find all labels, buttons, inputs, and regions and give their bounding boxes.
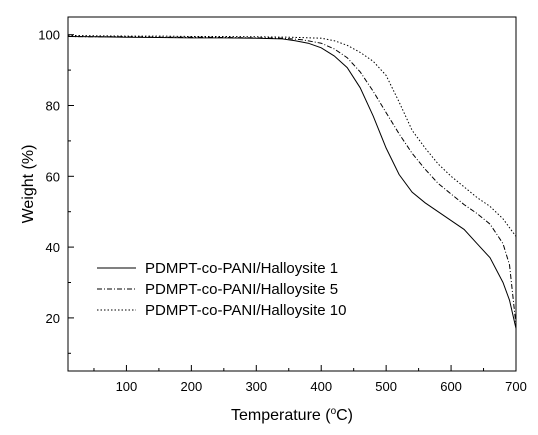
x-tick-label: 300 xyxy=(245,379,267,394)
axis-ticks: 100 200 300 400 500 600 700 20 40 60 80 100 xyxy=(38,28,527,394)
series-lines xyxy=(67,34,517,329)
x-tick-label: 100 xyxy=(116,379,138,394)
y-tick-label: 80 xyxy=(46,99,60,114)
y-axis-title: Weight (%) xyxy=(20,145,37,224)
x-axis-title: Temperature (oC) xyxy=(231,406,353,424)
x-tick-label: 200 xyxy=(181,379,203,394)
series-line-3 xyxy=(67,34,517,237)
series-line-2 xyxy=(67,36,517,326)
plot-frame xyxy=(67,16,517,372)
y-tick-label: 20 xyxy=(46,311,60,326)
series-line-1 xyxy=(67,36,517,329)
y-tick-label: 60 xyxy=(46,169,60,184)
legend: PDMPT-co-PANI/Halloysite 1 PDMPT-co-PANI/… xyxy=(97,260,346,319)
legend-label-1: PDMPT-co-PANI/Halloysite 1 xyxy=(145,260,338,277)
legend-label-2: PDMPT-co-PANI/Halloysite 5 xyxy=(145,281,338,298)
x-tick-label: 500 xyxy=(375,379,397,394)
x-tick-label: 700 xyxy=(505,379,527,394)
legend-label-3: PDMPT-co-PANI/Halloysite 10 xyxy=(145,302,346,319)
y-tick-label: 100 xyxy=(38,28,60,43)
x-tick-label: 400 xyxy=(310,379,332,394)
x-axis-title-superscript: o xyxy=(331,406,337,417)
x-tick-label: 600 xyxy=(440,379,462,394)
y-tick-label: 40 xyxy=(46,240,60,255)
